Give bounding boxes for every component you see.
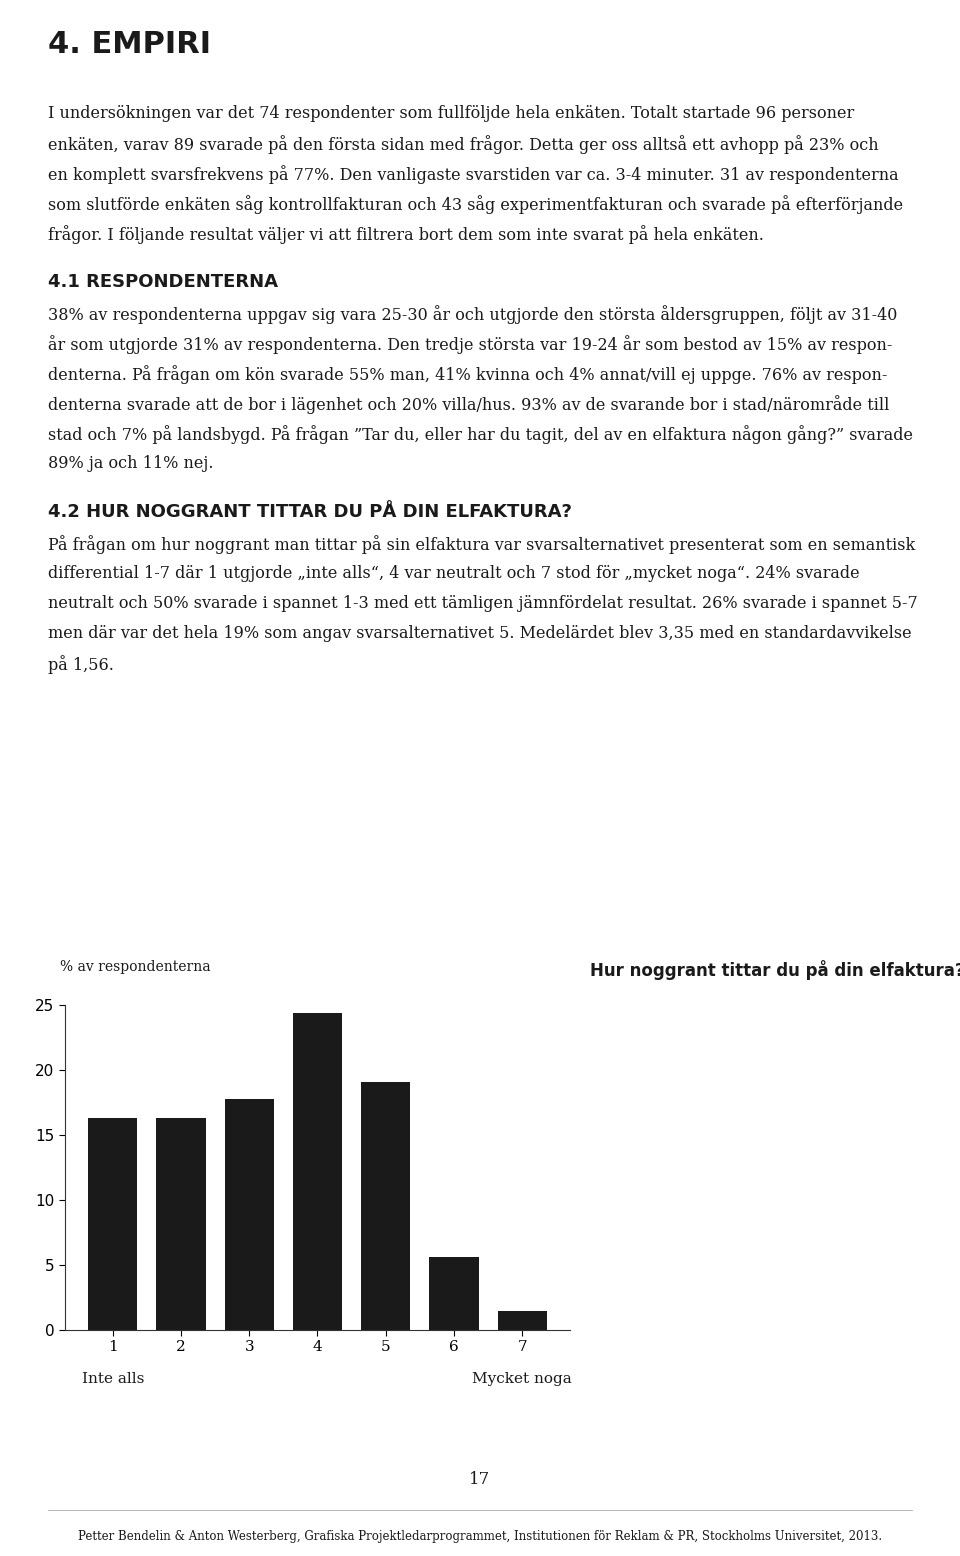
Bar bbox=[361, 1081, 410, 1330]
Bar bbox=[88, 1119, 137, 1330]
Text: % av respondenterna: % av respondenterna bbox=[60, 960, 211, 974]
Text: på 1,56.: på 1,56. bbox=[48, 655, 114, 674]
Bar bbox=[429, 1257, 478, 1330]
Text: Petter Bendelin & Anton Westerberg, Grafiska Projektledarprogrammet, Institution: Petter Bendelin & Anton Westerberg, Graf… bbox=[78, 1530, 882, 1544]
Text: differential 1-7 där 1 utgjorde „inte alls“, 4 var neutralt och 7 stod för „myck: differential 1-7 där 1 utgjorde „inte al… bbox=[48, 565, 859, 582]
Text: 4. EMPIRI: 4. EMPIRI bbox=[48, 30, 211, 59]
Bar bbox=[156, 1119, 205, 1330]
Text: som slutförde enkäten såg kontrollfakturan och 43 såg experimentfakturan och sva: som slutförde enkäten såg kontrollfaktur… bbox=[48, 194, 903, 213]
Text: På frågan om hur noggrant man tittar på sin elfaktura var svarsalternativet pres: På frågan om hur noggrant man tittar på … bbox=[48, 535, 915, 554]
Text: 17: 17 bbox=[469, 1472, 491, 1489]
Text: stad och 7% på landsbygd. På frågan ”Tar du, eller har du tagit, del av en elfak: stad och 7% på landsbygd. På frågan ”Tar… bbox=[48, 425, 913, 443]
Text: denterna svarade att de bor i lägenhet och 20% villa/hus. 93% av de svarande bor: denterna svarade att de bor i lägenhet o… bbox=[48, 395, 889, 414]
Bar bbox=[497, 1310, 547, 1330]
Bar bbox=[293, 1013, 342, 1330]
Text: 89% ja och 11% nej.: 89% ja och 11% nej. bbox=[48, 454, 213, 471]
Text: men där var det hela 19% som angav svarsalternativet 5. Medelärdet blev 3,35 med: men där var det hela 19% som angav svars… bbox=[48, 626, 912, 643]
Text: Inte alls: Inte alls bbox=[82, 1372, 144, 1386]
Text: denterna. På frågan om kön svarade 55% man, 41% kvinna och 4% annat/vill ej uppg: denterna. På frågan om kön svarade 55% m… bbox=[48, 366, 887, 384]
Text: en komplett svarsfrekvens på 77%. Den vanligaste svarstiden var ca. 3-4 minuter.: en komplett svarsfrekvens på 77%. Den va… bbox=[48, 165, 899, 184]
Text: 4.1 RESPONDENTERNA: 4.1 RESPONDENTERNA bbox=[48, 272, 278, 291]
Text: enkäten, varav 89 svarade på den första sidan med frågor. Detta ger oss alltså e: enkäten, varav 89 svarade på den första … bbox=[48, 135, 878, 154]
Text: I undersökningen var det 74 respondenter som fullföljde hela enkäten. Totalt sta: I undersökningen var det 74 respondenter… bbox=[48, 104, 854, 121]
Text: år som utgjorde 31% av respondenterna. Den tredje största var 19-24 år som besto: år som utgjorde 31% av respondenterna. D… bbox=[48, 335, 893, 353]
Text: 4.2 HUR NOGGRANT TITTAR DU PÅ DIN ELFAKTURA?: 4.2 HUR NOGGRANT TITTAR DU PÅ DIN ELFAKT… bbox=[48, 503, 572, 521]
Bar bbox=[225, 1099, 274, 1330]
Text: frågor. I följande resultat väljer vi att filtrera bort dem som inte svarat på h: frågor. I följande resultat väljer vi at… bbox=[48, 226, 764, 244]
Text: Hur noggrant tittar du på din elfaktura?: Hur noggrant tittar du på din elfaktura? bbox=[590, 960, 960, 980]
Text: Mycket noga: Mycket noga bbox=[472, 1372, 572, 1386]
Text: 38% av respondenterna uppgav sig vara 25-30 år och utgjorde den största åldersgr: 38% av respondenterna uppgav sig vara 25… bbox=[48, 305, 898, 324]
Text: neutralt och 50% svarade i spannet 1-3 med ett tämligen jämnfördelat resultat. 2: neutralt och 50% svarade i spannet 1-3 m… bbox=[48, 594, 918, 612]
